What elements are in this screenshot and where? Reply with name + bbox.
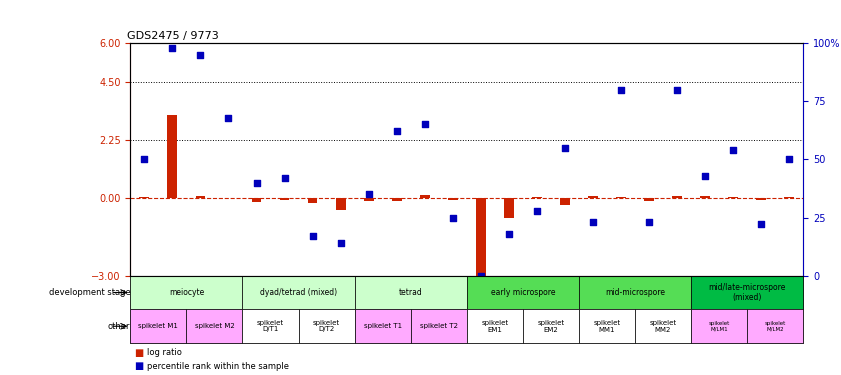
Bar [279, 198, 289, 200]
Bar [251, 198, 262, 202]
Bar [140, 197, 149, 198]
Bar [672, 196, 682, 198]
Text: spikelet
M/LM1: spikelet M/LM1 [708, 321, 730, 332]
Text: spikelet
D/T2: spikelet D/T2 [313, 320, 340, 333]
Bar [242, 276, 355, 309]
Point [474, 273, 488, 279]
Point [614, 87, 627, 93]
Bar [308, 198, 317, 203]
Text: log ratio: log ratio [147, 348, 182, 357]
Text: mid-microspore: mid-microspore [605, 288, 665, 297]
Point [334, 240, 347, 246]
Text: spikelet
MM1: spikelet MM1 [594, 320, 621, 333]
Point [670, 87, 684, 93]
Point [362, 191, 375, 197]
Bar [523, 309, 579, 343]
Point [782, 156, 796, 162]
Text: spikelet
EM2: spikelet EM2 [537, 320, 564, 333]
Text: spikelet
D/T1: spikelet D/T1 [257, 320, 284, 333]
Point [418, 122, 431, 128]
Bar [299, 309, 355, 343]
Text: dyad/tetrad (mixed): dyad/tetrad (mixed) [260, 288, 337, 297]
Bar [476, 198, 485, 277]
Text: spikelet T2: spikelet T2 [420, 323, 458, 329]
Bar [504, 198, 514, 217]
Bar [635, 309, 691, 343]
Text: ■: ■ [135, 361, 144, 371]
Point [698, 172, 711, 178]
Point [502, 231, 516, 237]
Bar [410, 309, 467, 343]
Point [586, 219, 600, 225]
Point [727, 147, 740, 153]
Point [306, 233, 320, 239]
Text: spikelet
MM2: spikelet MM2 [649, 320, 676, 333]
Text: GDS2475 / 9773: GDS2475 / 9773 [127, 31, 219, 41]
Text: mid/late-microspore
(mixed): mid/late-microspore (mixed) [708, 283, 785, 302]
Point [390, 129, 404, 135]
Bar [336, 198, 346, 210]
Point [250, 180, 263, 186]
Bar [644, 198, 653, 201]
Text: meiocyte: meiocyte [169, 288, 204, 297]
Text: spikelet
EM1: spikelet EM1 [481, 320, 508, 333]
Bar [195, 195, 205, 198]
Text: spikelet M1: spikelet M1 [139, 323, 178, 329]
Bar [756, 198, 766, 200]
Bar [167, 116, 177, 198]
Bar [242, 309, 299, 343]
Bar [355, 309, 410, 343]
Text: percentile rank within the sample: percentile rank within the sample [147, 362, 289, 370]
Point [530, 207, 543, 213]
Bar [130, 309, 187, 343]
Point [278, 175, 291, 181]
Text: spikelet T1: spikelet T1 [363, 323, 402, 329]
Bar [392, 198, 401, 201]
Bar [616, 197, 626, 198]
Point [446, 214, 459, 220]
Text: ■: ■ [135, 348, 144, 358]
Text: spikelet M2: spikelet M2 [194, 323, 235, 329]
Point [643, 219, 656, 225]
Bar [355, 276, 467, 309]
Bar [784, 197, 794, 198]
Bar [747, 309, 803, 343]
Bar [532, 196, 542, 198]
Text: early microspore: early microspore [490, 288, 555, 297]
Bar [700, 196, 710, 198]
Point [222, 114, 235, 120]
Bar [588, 196, 598, 198]
Text: spikelet
M/LM2: spikelet M/LM2 [764, 321, 785, 332]
Point [166, 45, 179, 51]
Text: tetrad: tetrad [399, 288, 422, 297]
Bar [728, 197, 738, 198]
Text: development stage: development stage [49, 288, 130, 297]
Point [754, 222, 768, 228]
Point [138, 156, 151, 162]
Point [558, 145, 572, 151]
Bar [579, 309, 635, 343]
Bar [363, 198, 373, 201]
Bar [691, 309, 747, 343]
Point [193, 52, 207, 58]
Bar [579, 276, 691, 309]
Bar [187, 309, 242, 343]
Bar [560, 198, 569, 205]
Bar [467, 309, 523, 343]
Bar [130, 276, 242, 309]
Bar [447, 198, 458, 200]
Bar [420, 195, 430, 198]
Bar [691, 276, 803, 309]
Text: other: other [108, 322, 130, 331]
Bar [467, 276, 579, 309]
